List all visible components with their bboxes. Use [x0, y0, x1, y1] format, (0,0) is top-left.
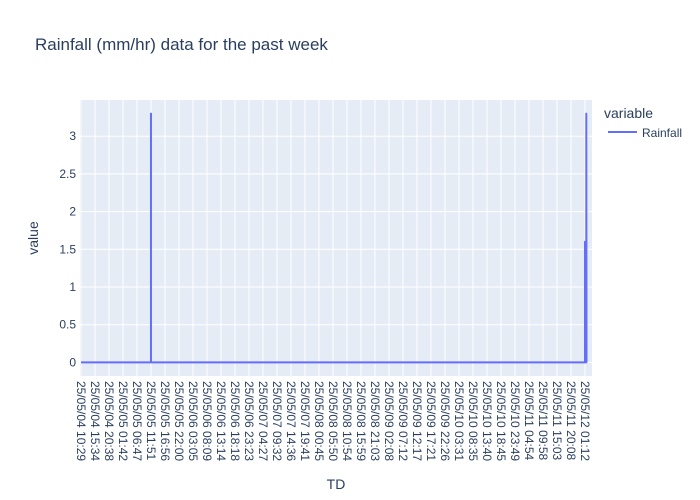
x-tick-label: 25/05/07 09:32	[270, 381, 284, 461]
y-tick-label: 1.5	[59, 242, 76, 256]
legend-entry[interactable]: Rainfall	[642, 126, 682, 140]
x-tick-label: 25/05/05 06:47	[130, 381, 144, 461]
y-tick-label: 2.5	[59, 167, 76, 181]
x-tick-label: 25/05/11 15:03	[550, 381, 564, 461]
y-tick-label: 1	[69, 280, 76, 294]
x-axis-label: TD	[327, 476, 346, 492]
x-tick-label: 25/05/09 02:08	[382, 381, 396, 461]
x-tick-label: 25/05/08 21:03	[368, 381, 382, 461]
x-tick-label: 25/05/11 09:58	[536, 381, 550, 461]
x-tick-label: 25/05/11 20:08	[564, 381, 578, 461]
y-tick-label: 2	[69, 205, 76, 219]
x-tick-label: 25/05/06 18:18	[228, 381, 242, 461]
x-axis-ticks: 25/05/04 10:29 25/05/04 15:34 25/05/04 20:…	[74, 381, 592, 461]
y-axis-label: value	[25, 221, 41, 255]
x-tick-label: 25/05/06 23:23	[242, 381, 256, 461]
x-tick-label: 25/05/05 11:51	[144, 381, 158, 461]
x-tick-label: 25/05/04 20:38	[102, 381, 116, 461]
y-tick-label: 0.5	[59, 318, 76, 332]
x-tick-label: 25/05/04 10:29	[74, 381, 88, 461]
legend[interactable]: variable Rainfall	[604, 105, 682, 140]
chart-title: Rainfall (mm/hr) data for the past week	[35, 35, 328, 54]
x-tick-label: 25/05/07 19:41	[298, 381, 312, 461]
x-tick-label: 25/05/10 18:45	[494, 381, 508, 461]
x-tick-label: 25/05/04 15:34	[88, 381, 102, 461]
x-tick-label: 25/05/09 12:17	[410, 381, 424, 461]
x-tick-label: 25/05/08 05:50	[326, 381, 340, 461]
x-tick-label: 25/05/11 04:54	[522, 381, 536, 461]
x-tick-label: 25/05/12 01:12	[578, 381, 592, 461]
x-tick-label: 25/05/10 23:49	[508, 381, 522, 461]
x-tick-label: 25/05/08 10:54	[340, 381, 354, 461]
x-tick-label: 25/05/07 04:27	[256, 381, 270, 461]
x-tick-label: 25/05/06 03:05	[186, 381, 200, 461]
legend-title: variable	[604, 105, 653, 121]
x-tick-label: 25/05/08 15:59	[354, 381, 368, 461]
x-tick-label: 25/05/07 14:36	[284, 381, 298, 461]
x-tick-label: 25/05/10 08:35	[466, 381, 480, 461]
y-axis-ticks: 0 0.5 1 1.5 2 2.5 3	[59, 129, 76, 369]
series-layer	[81, 112, 588, 364]
x-tick-label: 25/05/09 17:21	[424, 381, 438, 461]
x-tick-label: 25/05/06 13:14	[214, 381, 228, 461]
x-tick-label: 25/05/05 22:00	[172, 381, 186, 461]
series-line-rainfall[interactable]	[81, 112, 588, 364]
x-tick-label: 25/05/05 01:42	[116, 381, 130, 461]
x-tick-label: 25/05/06 08:09	[200, 381, 214, 461]
x-tick-label: 25/05/10 03:31	[452, 381, 466, 461]
x-tick-label: 25/05/05 16:56	[158, 381, 172, 461]
x-tick-label: 25/05/09 07:12	[396, 381, 410, 461]
x-tick-label: 25/05/08 00:45	[312, 381, 326, 461]
x-tick-label: 25/05/10 13:40	[480, 381, 494, 461]
x-tick-label: 25/05/09 22:26	[438, 381, 452, 461]
y-tick-label: 0	[69, 355, 76, 369]
y-tick-label: 3	[69, 129, 76, 143]
